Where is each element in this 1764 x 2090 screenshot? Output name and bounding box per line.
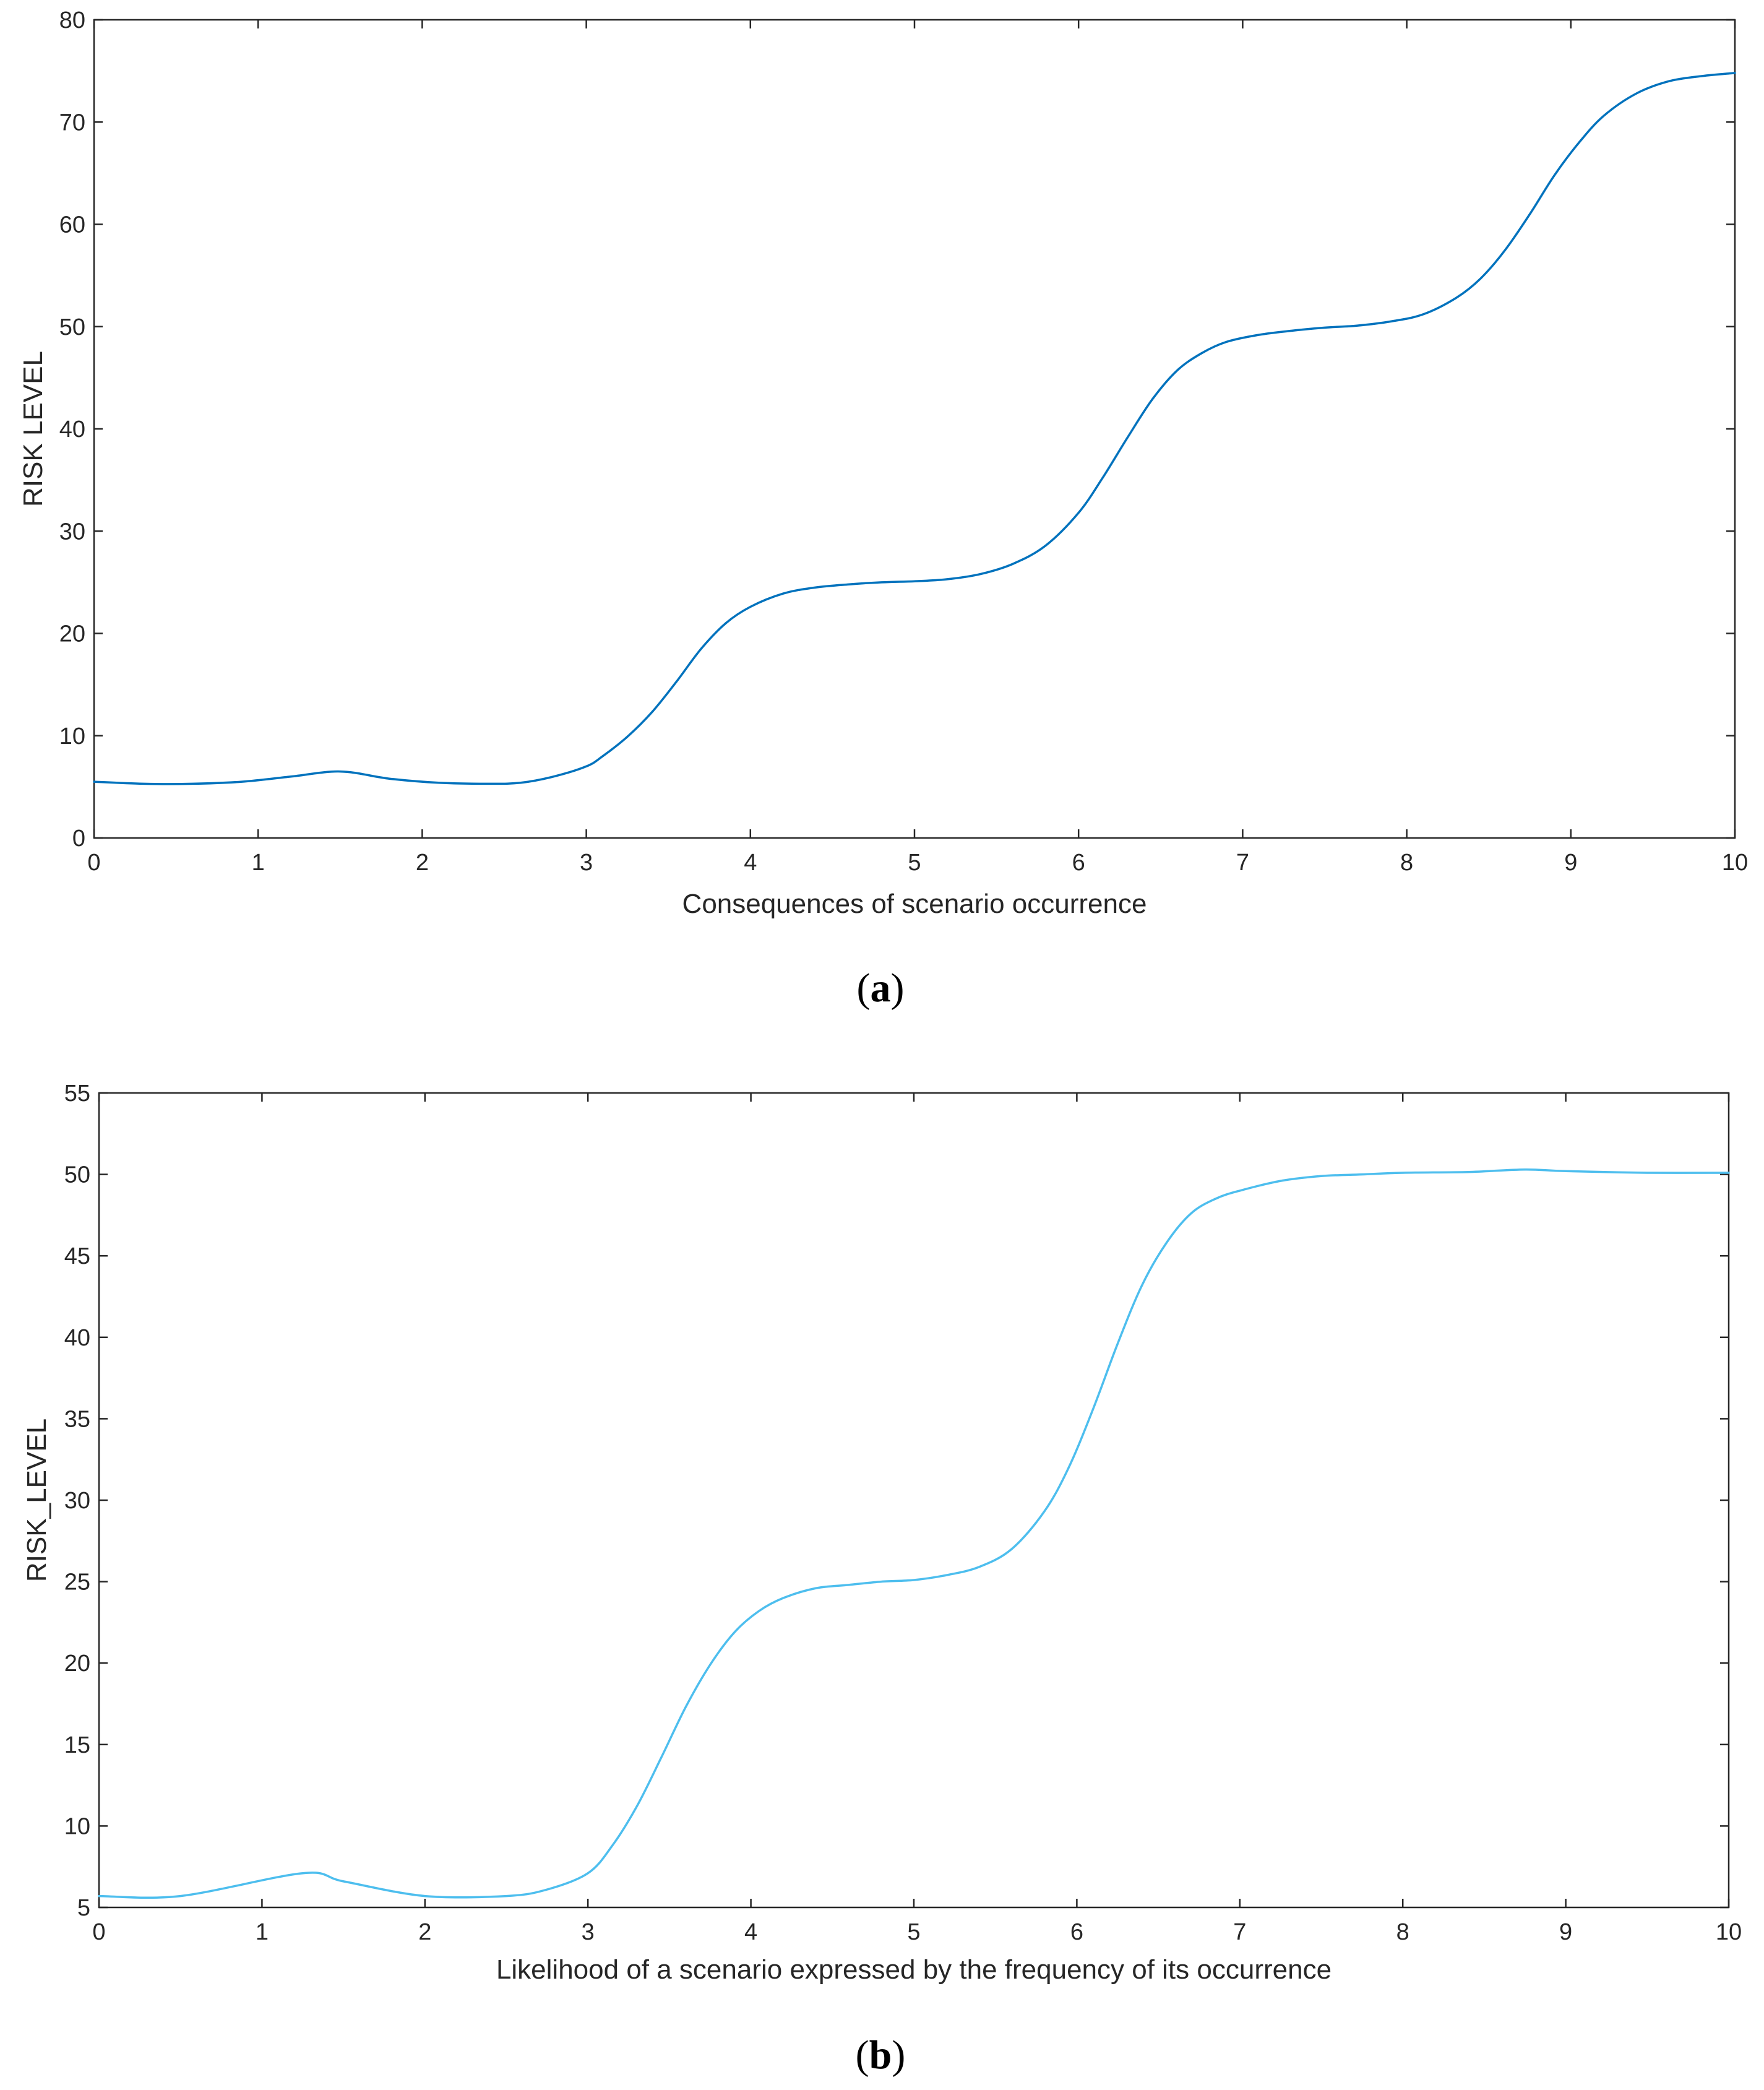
x-tick-label: 2 (416, 850, 429, 876)
x-tick-label: 3 (580, 850, 593, 876)
y-tick-label: 5 (77, 1895, 90, 1921)
x-tick-label: 5 (908, 850, 921, 876)
y-tick-label: 20 (64, 1651, 90, 1677)
y-tick-label: 30 (59, 519, 85, 545)
y-tick-label: 15 (64, 1732, 90, 1758)
x-tick-label: 9 (1564, 850, 1577, 876)
y-tick-label: 80 (59, 7, 85, 33)
x-axis: 0 1 2 3 4 5 6 7 8 9 10 (87, 20, 1748, 876)
x-tick-label: 2 (418, 1919, 431, 1945)
y-tick-label: 40 (64, 1325, 90, 1351)
panel-label-a: (a) (857, 965, 905, 1011)
x-tick-label: 5 (907, 1919, 920, 1945)
y-tick-label: 40 (59, 417, 85, 443)
y-tick-label: 25 (64, 1570, 90, 1596)
x-tick-label: 8 (1396, 1919, 1409, 1945)
x-tick-label: 7 (1236, 850, 1249, 876)
x-tick-label: 0 (87, 850, 100, 876)
y-tick-label: 55 (64, 1081, 90, 1107)
y-axis-label: RISK_LEVEL (22, 1419, 52, 1582)
y-tick-label: 20 (59, 621, 85, 647)
y-tick-label: 70 (59, 110, 85, 136)
y-tick-label: 0 (72, 826, 85, 852)
x-tick-label: 9 (1559, 1919, 1572, 1945)
x-tick-label: 0 (92, 1919, 105, 1945)
chart-panel-a: 0 1 2 3 4 5 6 7 8 9 10 0 10 20 30 40 50 60 70 80 Consequen… (18, 7, 1748, 1011)
x-tick-label: 4 (744, 850, 757, 876)
x-tick-label: 10 (1716, 1919, 1742, 1945)
y-tick-label: 50 (59, 314, 85, 340)
y-tick-label: 10 (64, 1813, 90, 1839)
x-tick-label: 1 (256, 1919, 269, 1945)
y-tick-label: 50 (64, 1162, 90, 1188)
x-tick-label: 1 (252, 850, 265, 876)
series-line (98, 1168, 1730, 1899)
y-tick-label: 45 (64, 1243, 90, 1269)
y-axis: 0 10 20 30 40 50 60 70 80 (59, 7, 1735, 852)
y-tick-label: 35 (64, 1406, 90, 1432)
x-tick-label: 4 (744, 1919, 757, 1945)
y-axis: 5 10 15 20 25 30 35 40 45 50 55 (64, 1081, 1729, 1921)
y-tick-label: 10 (59, 723, 85, 749)
series-line (93, 72, 1736, 785)
plot-frame (93, 19, 1736, 839)
panel-label-b: (b) (856, 2032, 906, 2078)
x-tick-label: 6 (1070, 1919, 1083, 1945)
x-tick-label: 3 (582, 1919, 595, 1945)
plot-frame (98, 1092, 1730, 1909)
x-tick-label: 10 (1722, 850, 1748, 876)
x-axis: 0 1 2 3 4 5 6 7 8 9 10 (92, 1093, 1742, 1945)
x-tick-label: 8 (1400, 850, 1413, 876)
y-axis-label: RISK LEVEL (18, 351, 48, 507)
x-axis-label: Likelihood of a scenario expressed by th… (496, 1954, 1332, 1985)
x-tick-label: 6 (1072, 850, 1085, 876)
y-tick-label: 60 (59, 212, 85, 238)
x-tick-label: 7 (1233, 1919, 1246, 1945)
x-axis-label: Consequences of scenario occurrence (682, 889, 1147, 919)
y-tick-label: 30 (64, 1488, 90, 1514)
